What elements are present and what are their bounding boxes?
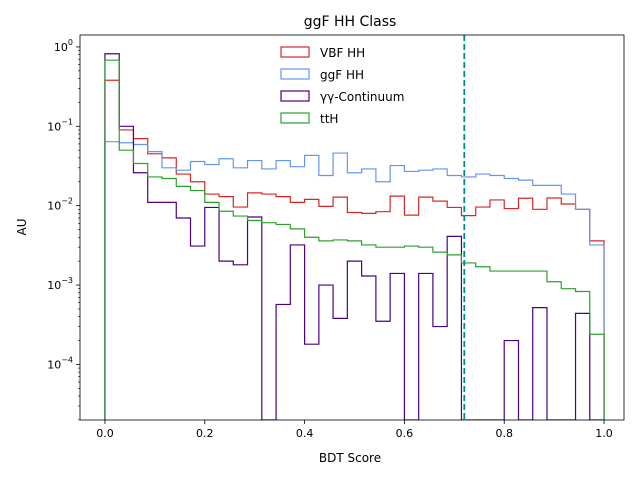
plot-frame [79,34,625,421]
y-tick-label: 100 [54,38,73,54]
y-axis-label: AU [15,219,29,236]
x-tick-label: 1.0 [595,427,613,440]
x-axis-label: BDT Score [319,451,381,465]
series-layer [104,53,605,420]
chart-title: ggF HH Class [304,14,397,30]
y-tick-label: 10−2 [47,197,73,213]
series-1-histogram [104,141,605,420]
x-tick-label: 0.4 [296,427,314,440]
legend-swatch [280,90,310,102]
legend-swatch [280,112,310,124]
legend: VBF HH ggF HH γγ-Continuum ttH [280,46,404,126]
x-tick-label: 0.2 [196,427,214,440]
x-axis-ticks: 0.0 0.2 0.4 0.6 0.8 1.0 [96,420,613,440]
y-axis-ticks: 10−4 10−3 10−2 10−1 100 [47,38,80,421]
legend-label: γγ-Continuum [320,90,404,104]
series-0-histogram [104,79,605,420]
x-tick-label: 0.8 [495,427,513,440]
legend-label: ttH [320,112,338,126]
x-tick-label: 0.6 [396,427,414,440]
y-tick-label: 10−1 [47,117,73,133]
y-tick-label: 10−3 [47,276,73,292]
legend-swatch [280,68,310,80]
series-2-histogram [104,53,605,420]
legend-label: ggF HH [320,68,364,82]
y-tick-label: 10−4 [47,355,73,371]
series-3-histogram [104,59,605,420]
legend-label: VBF HH [320,46,365,60]
x-tick-label: 0.0 [96,427,114,440]
legend-swatch [280,46,310,58]
